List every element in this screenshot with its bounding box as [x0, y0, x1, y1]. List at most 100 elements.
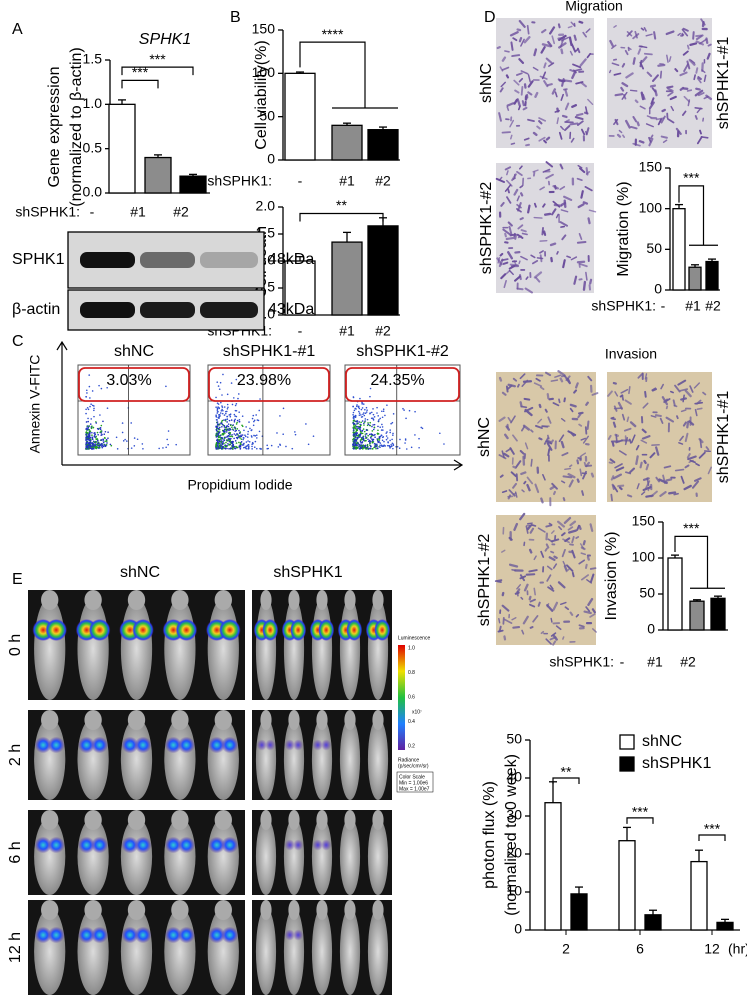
cell: [634, 99, 639, 104]
flow-event: [259, 447, 261, 450]
flow-event: [216, 439, 218, 442]
cell: [507, 416, 512, 423]
flow-event: [246, 445, 249, 447]
mouse: [339, 718, 361, 800]
cell: [519, 449, 525, 455]
flow-event: [360, 445, 363, 447]
flow-event: [92, 426, 95, 429]
cell: [543, 80, 549, 88]
cell: [501, 131, 511, 134]
flow-event: [121, 431, 124, 434]
signal: [221, 736, 239, 754]
flow-event: [386, 444, 389, 447]
flow-event: [88, 434, 91, 437]
flow-event: [371, 441, 374, 443]
mouse: [367, 718, 389, 800]
cell: [505, 425, 511, 431]
flow-event: [218, 423, 221, 426]
cell: [533, 382, 543, 387]
cell: [551, 530, 555, 534]
mouse-head: [84, 590, 102, 610]
flow-event: [353, 434, 356, 437]
cell: [698, 451, 706, 459]
flow-event: [130, 447, 133, 449]
flow-event: [91, 442, 93, 445]
cell: [574, 48, 579, 53]
mouse: [339, 598, 361, 700]
bar: [284, 72, 316, 161]
flow-event: [352, 411, 355, 414]
flow-event: [223, 426, 226, 428]
flow-event: [252, 424, 255, 427]
flow-y-label: Annexin V-FITC: [27, 355, 43, 454]
cell: [518, 37, 523, 43]
cell: [691, 480, 699, 489]
flow-event: [227, 406, 229, 409]
cell: [680, 409, 687, 413]
flow-event: [353, 418, 355, 420]
x-tick-label: #2: [680, 654, 696, 670]
flow-event: [237, 393, 240, 395]
cell: [628, 47, 632, 51]
significance-label: ***: [149, 51, 166, 67]
cell: [520, 70, 529, 75]
y-tick-label: 1.5: [83, 51, 103, 67]
cell: [530, 458, 533, 467]
cell: [646, 115, 652, 119]
flow-event: [357, 422, 359, 425]
flow-event: [389, 439, 391, 442]
cell: [511, 617, 517, 621]
cell: [498, 258, 504, 268]
flow-event: [229, 431, 232, 434]
cell: [642, 402, 649, 409]
micrograph-label: shSPHK1-#1: [715, 37, 732, 130]
flow-event: [365, 437, 367, 440]
flow-event: [377, 420, 380, 422]
cell: [645, 463, 650, 471]
cell: [577, 203, 585, 209]
cell: [504, 50, 510, 53]
flow-event: [220, 401, 222, 404]
cell: [636, 121, 640, 127]
cell: [512, 482, 518, 489]
signal: [290, 619, 307, 641]
cell: [513, 98, 518, 105]
signal: [34, 836, 52, 854]
flow-event: [86, 446, 89, 449]
flow-event: [217, 410, 219, 413]
flow-event: [386, 431, 388, 433]
mouse-head: [84, 810, 102, 830]
flow-event: [220, 441, 223, 443]
cell: [620, 388, 629, 394]
flow-event: [234, 404, 237, 407]
cell: [500, 201, 505, 207]
flow-event: [392, 432, 394, 435]
cell: [558, 34, 567, 42]
flow-event: [235, 446, 238, 448]
cell: [581, 490, 585, 496]
cell: [611, 441, 615, 447]
flow-event: [408, 409, 411, 412]
flow-event: [229, 433, 231, 436]
cell: [694, 115, 698, 120]
flow-event: [366, 446, 369, 448]
signal: [47, 926, 65, 944]
flow-event: [359, 439, 362, 441]
flow-event: [356, 420, 358, 423]
cell: [552, 563, 558, 569]
flow-event: [377, 415, 379, 417]
flow-event: [378, 440, 380, 443]
flow-event: [390, 443, 392, 446]
cell: [499, 176, 503, 180]
cell: [576, 177, 583, 182]
cell: [551, 208, 557, 216]
cell: [520, 192, 524, 197]
cell: [614, 391, 619, 397]
flow-event: [216, 444, 219, 446]
signal: [175, 619, 198, 641]
cell: [549, 485, 555, 490]
cell: [586, 555, 590, 561]
cell: [654, 414, 662, 418]
mouse-head: [260, 900, 272, 920]
